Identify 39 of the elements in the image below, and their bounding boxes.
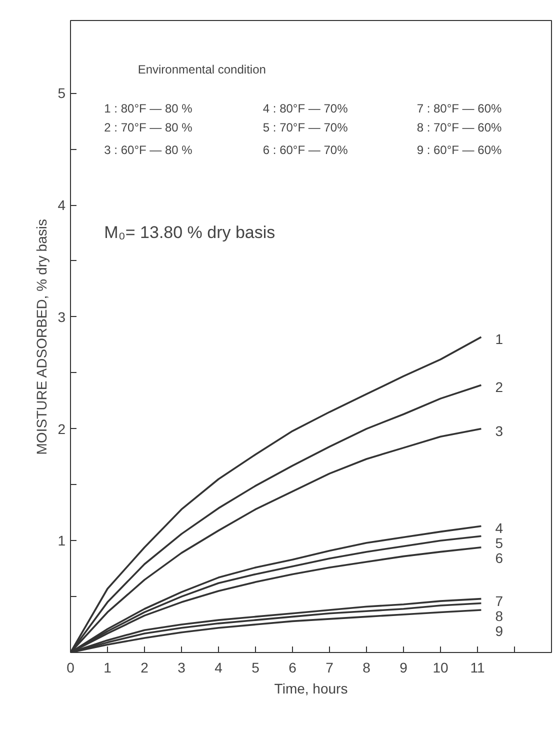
series-label: 3 bbox=[495, 422, 504, 439]
annotation: 7 : 80°F — 60% bbox=[416, 102, 502, 116]
annotation: Environmental condition bbox=[138, 62, 266, 76]
annotation: 8 : 70°F — 60% bbox=[416, 120, 502, 135]
series-label: 4 bbox=[495, 520, 504, 536]
x-tick-label: 11 bbox=[470, 660, 485, 676]
x-tick-label: 3 bbox=[178, 660, 186, 676]
x-tick-label: 1 bbox=[104, 660, 112, 676]
y-tick-label: 3 bbox=[58, 308, 66, 325]
series-label: 9 bbox=[495, 622, 504, 639]
series-label: 1 bbox=[495, 331, 504, 348]
annotation: M₀= 13.80 % dry basis bbox=[104, 222, 276, 242]
annotation: 2 : 70°F — 80 % bbox=[104, 120, 193, 135]
annotation: 4 : 80°F — 70% bbox=[262, 102, 348, 116]
annotation: 6 : 60°F — 70% bbox=[262, 142, 348, 157]
x-axis-title: Time, hours bbox=[274, 680, 348, 696]
annotation: 9 : 60°F — 60% bbox=[416, 142, 502, 157]
y-tick-label: 5 bbox=[58, 85, 66, 102]
x-tick-label: 0 bbox=[66, 660, 75, 676]
series-label: 7 bbox=[495, 592, 504, 609]
y-tick-label: 2 bbox=[58, 420, 66, 437]
x-tick-label: 8 bbox=[362, 660, 371, 676]
x-tick-label: 6 bbox=[288, 660, 297, 676]
series-label: 8 bbox=[495, 608, 504, 624]
x-tick-label: 10 bbox=[432, 660, 448, 676]
y-tick-label: 1 bbox=[58, 532, 66, 549]
x-tick-label: 9 bbox=[400, 660, 408, 676]
series-label: 2 bbox=[495, 379, 504, 396]
series-label: 6 bbox=[495, 550, 504, 566]
y-tick-label: 4 bbox=[58, 197, 66, 214]
x-tick-label: 2 bbox=[140, 660, 149, 676]
x-tick-label: 4 bbox=[214, 660, 223, 676]
y-axis-title: MOISTURE ADSORBED, % dry basis bbox=[34, 219, 50, 455]
annotation: 1 : 80°F — 80 % bbox=[104, 102, 193, 116]
x-tick-label: 7 bbox=[326, 660, 334, 676]
series-label: 5 bbox=[495, 535, 504, 552]
annotation: 3 : 60°F — 80 % bbox=[104, 142, 193, 157]
x-tick-label: 5 bbox=[252, 660, 260, 676]
annotation: 5 : 70°F — 70% bbox=[262, 120, 348, 135]
